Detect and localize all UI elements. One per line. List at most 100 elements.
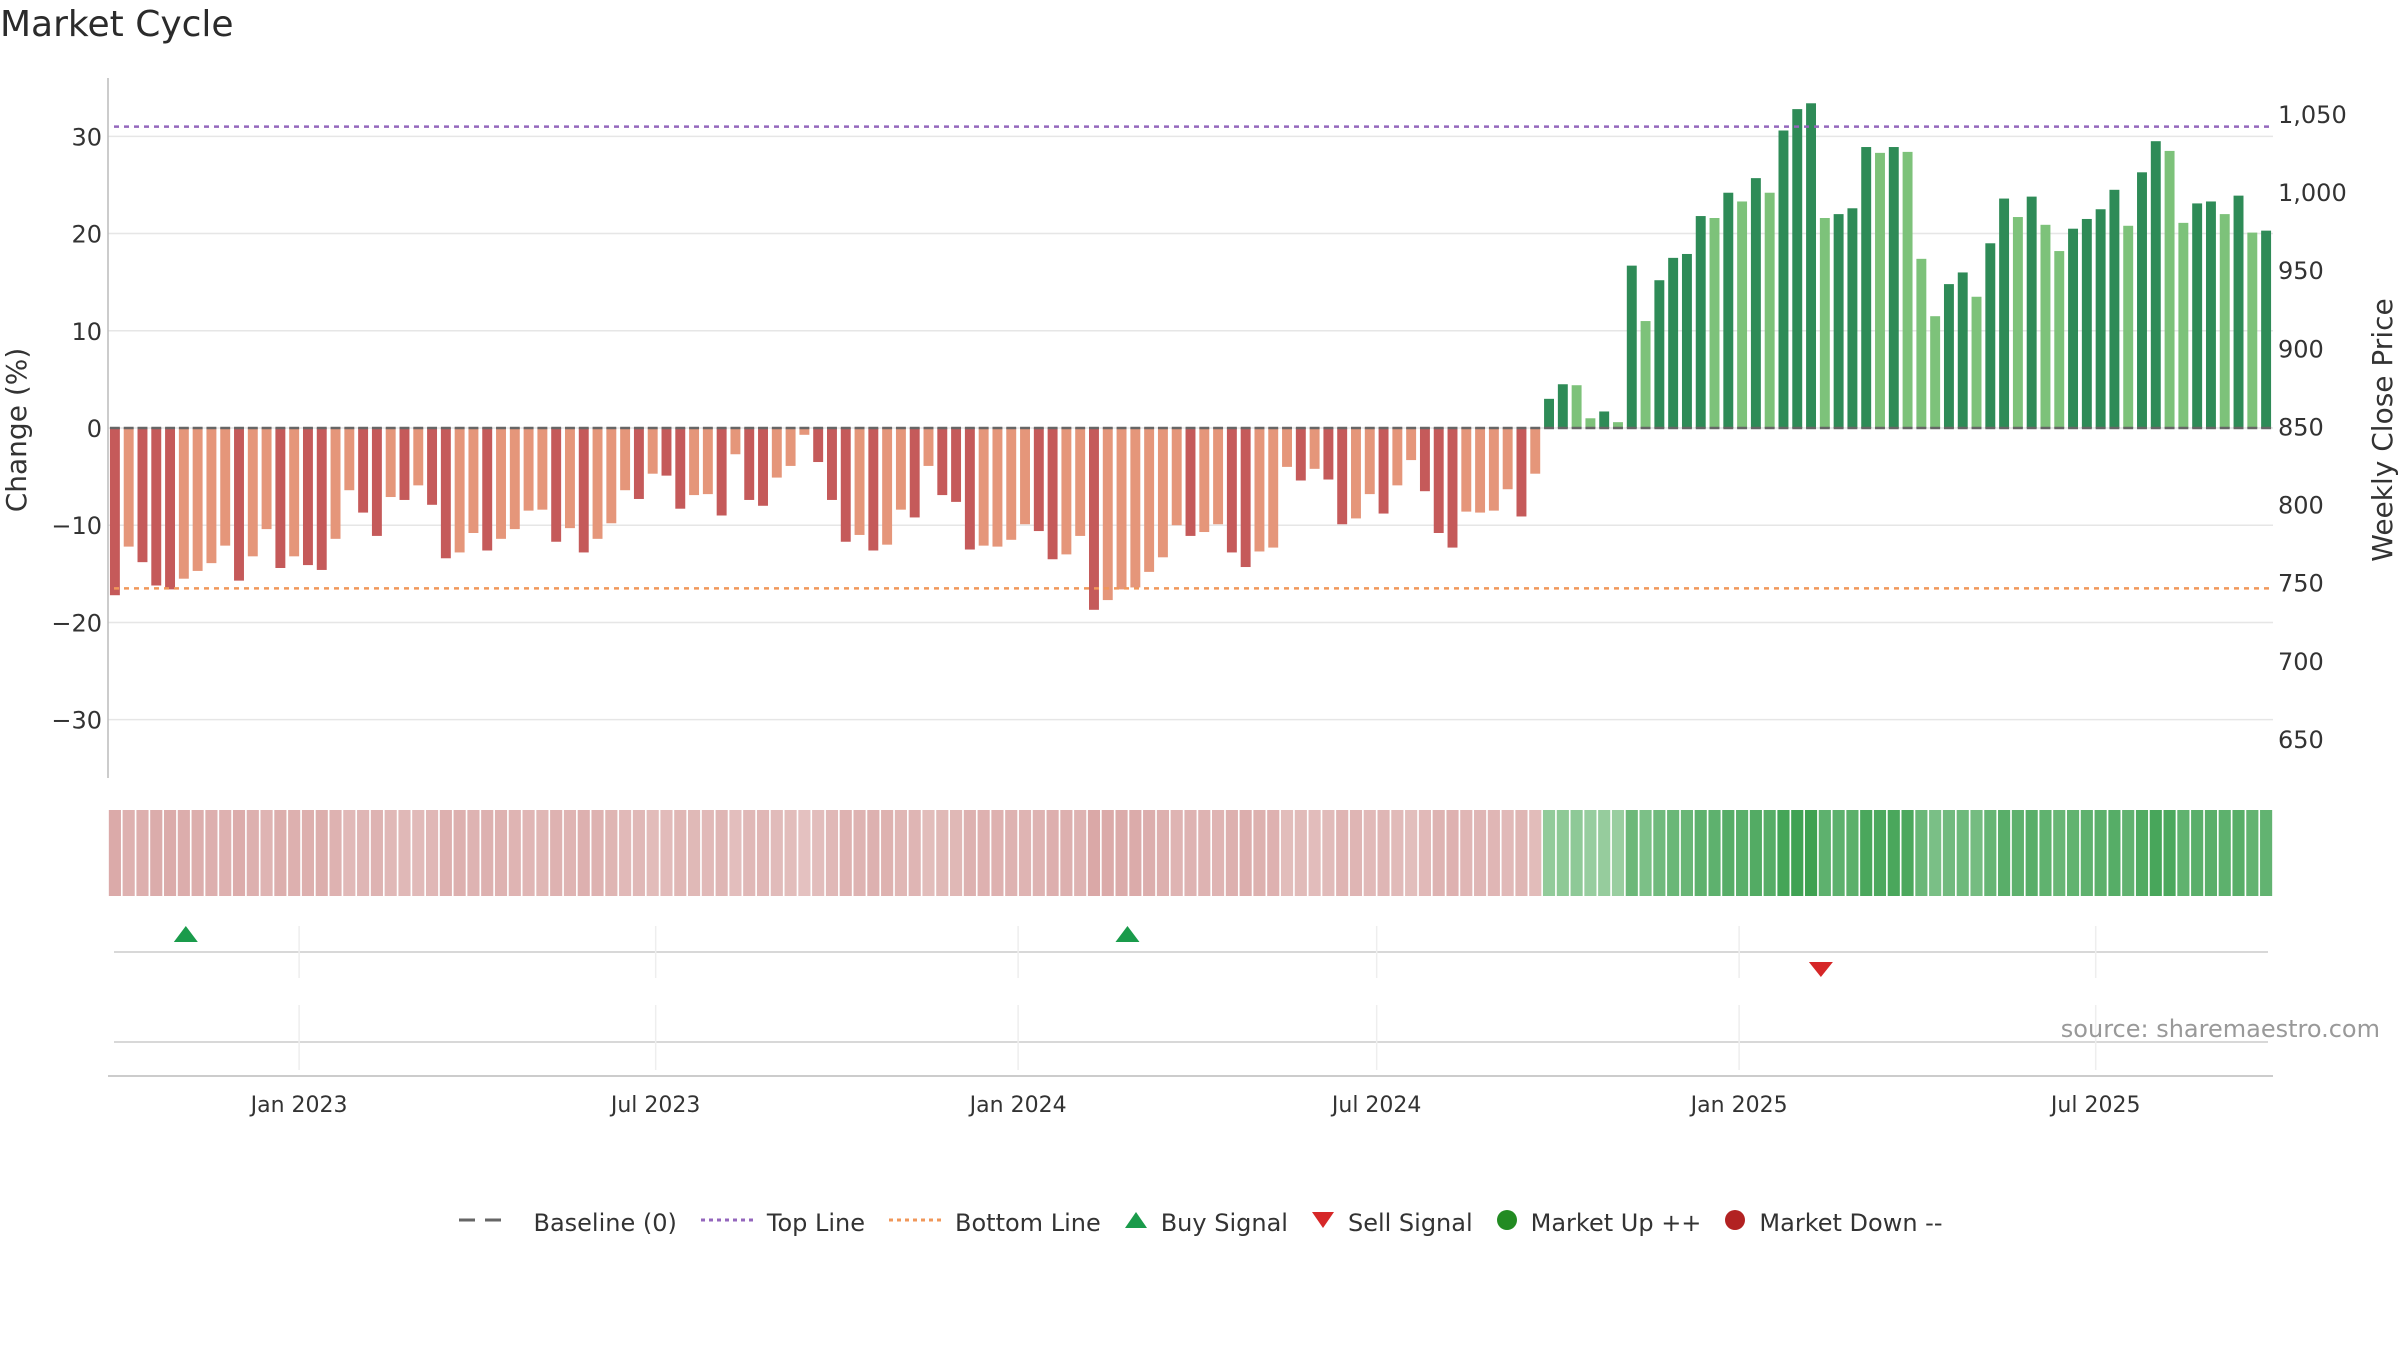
bar: [1819, 218, 1830, 428]
heat-cell: [1198, 810, 1211, 896]
heat-cell: [122, 810, 135, 896]
legend-label: Market Down --: [1759, 1209, 1943, 1237]
bar: [937, 428, 948, 496]
bar: [1847, 208, 1858, 428]
bar: [1571, 385, 1582, 428]
bar: [606, 428, 617, 524]
heat-cell: [536, 810, 549, 896]
heat-cell: [1046, 810, 1059, 896]
heat-cell: [1998, 810, 2011, 896]
bar: [2261, 230, 2272, 428]
heat-cell: [1611, 810, 1625, 896]
bar: [2026, 196, 2037, 428]
bar: [2040, 224, 2051, 428]
heat-cell: [1225, 810, 1238, 896]
heat-cell: [177, 810, 190, 896]
heat-cell: [1487, 810, 1500, 896]
bar: [1764, 192, 1775, 428]
bar: [330, 428, 341, 539]
heat-cell: [1501, 810, 1514, 896]
bar: [1943, 284, 1954, 428]
bar: [358, 428, 369, 513]
heat-cell: [1970, 810, 1983, 896]
bar: [702, 428, 713, 495]
bar: [2192, 203, 2203, 428]
bar: [1130, 428, 1141, 588]
heat-cell: [1322, 810, 1335, 896]
heat-cell: [1474, 810, 1487, 896]
x-tick-label: Jan 2024: [968, 1093, 1067, 1118]
bar: [1351, 428, 1361, 519]
bar: [1613, 422, 1623, 428]
bar: [868, 428, 879, 551]
heat-cell: [1129, 810, 1142, 896]
bar: [109, 428, 120, 596]
heat-cell: [1846, 810, 1859, 896]
axis-layer: 30 20 10 0 −10 −20 −30 1,050 1,000 950 900 850 800 75…: [51, 78, 2347, 778]
heat-cell: [1349, 810, 1363, 896]
bar: [675, 428, 686, 509]
heat-cell: [412, 810, 425, 896]
bar: [1364, 428, 1375, 495]
heat-cell: [1087, 810, 1101, 896]
heat-cell: [1722, 810, 1735, 896]
bar: [1309, 428, 1320, 469]
heat-cell: [2094, 810, 2107, 896]
bar: [592, 428, 603, 539]
bar: [661, 428, 672, 476]
y-tick-label-right: 850: [2278, 413, 2324, 441]
heat-cell: [1253, 810, 1266, 896]
bar: [1406, 428, 1417, 461]
bar: [427, 428, 438, 505]
bar: [1006, 428, 1017, 540]
bar: [2247, 232, 2258, 428]
heat-cell: [1777, 810, 1790, 896]
heat-cell: [715, 810, 728, 896]
bar: [1681, 253, 1692, 428]
bar: [633, 428, 644, 499]
bar: [1020, 428, 1030, 525]
bar: [744, 428, 755, 500]
bar: [1226, 428, 1237, 553]
bar: [137, 428, 148, 563]
bar: [730, 428, 741, 455]
bar: [1916, 258, 1927, 428]
heat-cell: [839, 810, 852, 896]
bar: [799, 428, 810, 435]
heat-cell: [467, 810, 480, 896]
heat-cell: [2163, 810, 2176, 896]
heat-cell: [701, 810, 714, 896]
legend-item: Baseline (0): [457, 1208, 677, 1238]
bar: [2095, 209, 2106, 428]
heat-cell: [1156, 810, 1169, 896]
bar: [1544, 398, 1554, 428]
y-tick-label-left: −20: [51, 609, 102, 637]
heat-cell: [1542, 810, 1556, 896]
bar: [1488, 428, 1499, 511]
bar: [1861, 147, 1872, 428]
heat-cell: [398, 810, 411, 896]
bar: [1061, 428, 1072, 555]
heat-cell: [1598, 810, 1611, 896]
heat-cell: [357, 810, 370, 896]
heat-cell: [1239, 810, 1252, 896]
bar: [716, 428, 727, 516]
bar: [1557, 384, 1568, 428]
bar: [413, 428, 424, 486]
heat-cell: [329, 810, 342, 896]
heat-cell: [1818, 810, 1831, 896]
heat-cell: [1212, 810, 1225, 896]
heat-cell: [1680, 810, 1694, 896]
heat-cell: [632, 810, 645, 896]
heat-cell: [1804, 810, 1818, 896]
legend-label: Market Up ++: [1530, 1209, 1702, 1237]
bar: [151, 428, 162, 586]
heat-cell: [2204, 810, 2218, 896]
bar: [1971, 296, 1982, 428]
heat-cell: [1280, 810, 1294, 896]
bar: [509, 428, 520, 530]
circle-icon: [1723, 1208, 1747, 1238]
heat-cell: [1432, 810, 1445, 896]
heat-cell: [370, 810, 383, 896]
heat-cell: [1294, 810, 1307, 896]
